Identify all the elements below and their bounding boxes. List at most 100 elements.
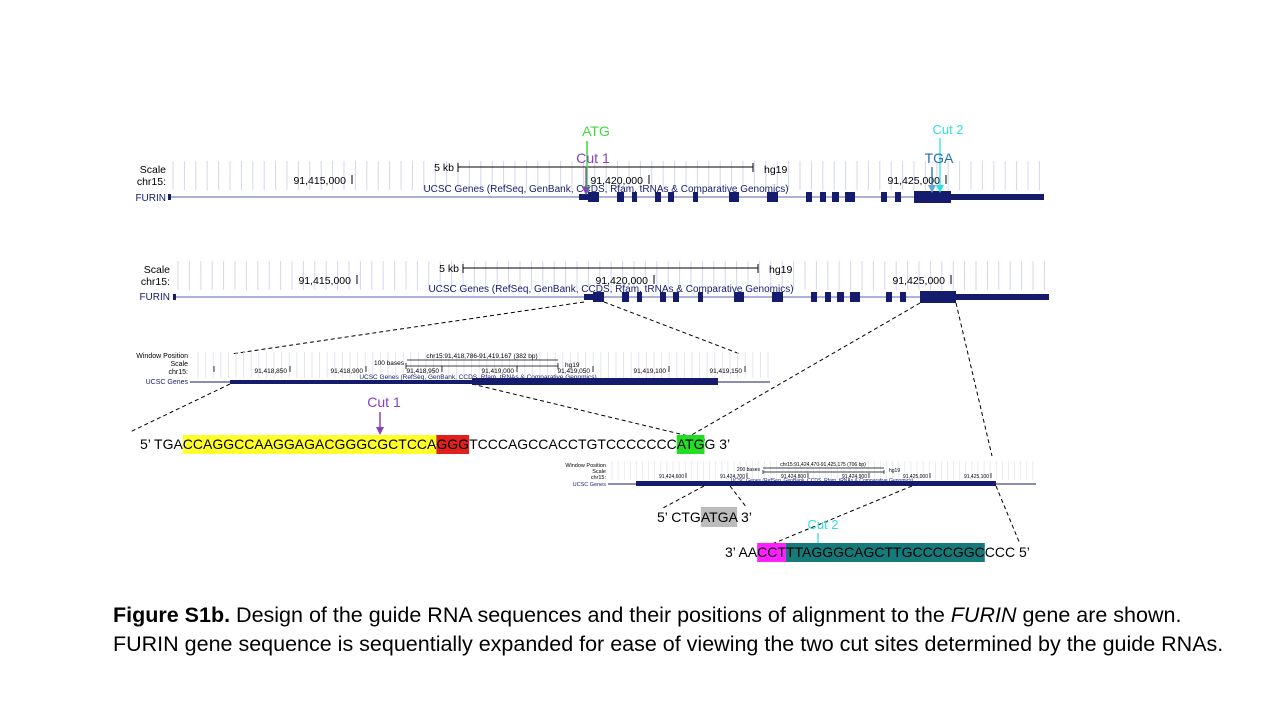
stop-codon-text: ATGA: [701, 509, 739, 525]
tick-label: 91,425,000: [887, 175, 940, 187]
seq2-prefix: 5’ CTG: [657, 509, 701, 525]
tick-label: 91,420,000: [590, 175, 643, 187]
caption-text-2: gene are shown. FURIN gene sequence is s…: [113, 603, 1224, 656]
track-title: UCSC Genes (RefSeq, GenBank, CCDS, Rfam,…: [423, 184, 788, 195]
chr-label: chr15:: [141, 276, 170, 288]
scale-bar: [457, 163, 754, 172]
scale-label: Scale: [140, 164, 166, 176]
tick-label: 91,425,100: [964, 474, 989, 480]
tick-label: 91,419,150: [709, 368, 742, 375]
chr-label: chr15:: [591, 475, 607, 481]
guide1-sequence: 5’ TGACCAGGCCAAGGAGACGGGCGCTCCAGGGTCCCAG…: [140, 435, 730, 454]
stop-codon-highlight: [700, 507, 738, 527]
start-codon-highlight: [676, 435, 705, 454]
caption-gene-name: FURIN: [950, 603, 1017, 627]
cut1-seq-label: Cut 1: [367, 394, 401, 410]
gene-track-label: UCSC Genes: [146, 379, 189, 386]
track-title: UCSC Genes (RefSeq, GenBank, CCDS, Rfam,…: [428, 284, 793, 295]
pam2-highlight: [757, 543, 786, 562]
gene-model: [168, 191, 1044, 203]
ruler-grid: [197, 352, 769, 378]
ruler-grid: [172, 161, 1040, 190]
start-codon-text: ATG: [677, 436, 705, 452]
tick-label: 91,419,100: [633, 368, 666, 375]
seq3-suffix: CCC 5’: [985, 544, 1030, 560]
cut1-label: Cut 1: [576, 150, 610, 166]
tick-label: 91,424,700: [720, 474, 745, 480]
gene-model: [190, 378, 770, 385]
guide2-text: TTAGGGCAGCTTGCCCCGGC: [786, 544, 985, 560]
tick-label: 91,425,000: [892, 275, 945, 287]
cut1-zoom-marker: Cut 1: [367, 394, 401, 435]
caption-figure-number: Figure S1b.: [113, 603, 231, 627]
tick-label: 91,419,000: [481, 368, 514, 375]
svg-text:5’ CTGATGA 3’: 5’ CTGATGA 3’: [657, 509, 752, 525]
seq2-suffix: 3’: [737, 509, 752, 525]
window-position-label: Window Position: [136, 353, 188, 360]
ruler-grid: [611, 461, 1034, 480]
caption-text-1: Design of the guide RNA sequences and th…: [230, 603, 951, 627]
atg-label: ATG: [582, 123, 610, 139]
figure-caption: Figure S1b. Design of the guide RNA sequ…: [113, 601, 1243, 659]
seq3-prefix: 3’ AA: [725, 544, 758, 560]
gene-label: FURIN: [139, 292, 170, 303]
browser-top: Scale chr15: FURIN 5 kb hg19 91,415,000 …: [135, 161, 1044, 204]
scale-bar: [462, 264, 759, 273]
tga-marker: TGA: [925, 150, 954, 193]
scale-bar: [762, 470, 885, 474]
cut1-marker: Cut 1: [576, 150, 610, 195]
browser-mid: Scale chr15: FURIN 5 kb hg19 91,415,000 …: [139, 261, 1049, 303]
pam2-text: CCT: [757, 544, 786, 560]
cut2-seq-label: Cut 2: [807, 517, 838, 532]
tga-label: TGA: [925, 150, 954, 166]
gene-model: [608, 481, 1036, 486]
cut2-label: Cut 2: [932, 122, 963, 137]
browser-zoom-left: Window Position Scale chr15: UCSC Genes …: [136, 352, 770, 386]
scale-label: Scale: [170, 361, 188, 368]
gene-label: FURIN: [135, 193, 166, 204]
tick-label: 91,415,000: [298, 275, 351, 287]
tick-label: 91,420,000: [595, 275, 648, 287]
window-position: chr15:91,418,786-91,419,167 (382 bp): [426, 353, 537, 360]
scale-bar-label: 5 kb: [434, 162, 454, 174]
assembly-label: hg19: [769, 264, 793, 276]
assembly-label: hg19: [889, 468, 900, 474]
scale-bar-label: 200 bases: [737, 467, 761, 473]
tick-label: 91,419,050: [557, 368, 590, 375]
assembly-label: hg19: [764, 164, 788, 176]
scale-label: Scale: [592, 469, 606, 475]
seq1-prefix: 5’ TGA: [140, 436, 183, 452]
tick-label: 91,424,900: [842, 474, 867, 480]
tick-label: 91,418,850: [254, 368, 287, 375]
seq1-middle: TCCCAGCCACCTGTCCCCCCC: [469, 436, 677, 452]
svg-text:5’ TGACCAGGCCAAGGAGACGGGCGCTCC: 5’ TGACCAGGCCAAGGAGACGGGCGCTCCAGGGTCCCAG…: [140, 436, 730, 452]
guide1-highlight: [182, 435, 437, 454]
zoom-connectors: [129, 301, 1021, 545]
scale-bar: [405, 363, 559, 369]
guide1-text: CCAGGCCAAGGAGACGGGCGCTCCA: [183, 436, 437, 452]
scale-bar-label: 5 kb: [439, 263, 459, 275]
guide2-sequence: 3’ AACCTTTAGGGCAGCTTGCCCCGGCCCC 5’: [725, 543, 1030, 562]
tick-label: 91,415,000: [293, 175, 346, 187]
scale-label: Scale: [144, 264, 170, 276]
gene-model: [173, 291, 1049, 303]
pam1-text: GGG: [436, 436, 469, 452]
scale-bar-label: 100 bases: [374, 360, 405, 367]
seq1-suffix: G 3’: [704, 436, 730, 452]
tick-label: 91,425,000: [903, 474, 928, 480]
gene-track-label: UCSC Genes: [573, 482, 607, 488]
tick-label: 91,424,600: [659, 474, 684, 480]
pam1-highlight: [436, 435, 470, 454]
stop-sequence: 5’ CTGATGA 3’: [657, 507, 752, 527]
window-position: chr15:91,424,470-91,425,175 (706 bp): [780, 462, 866, 468]
chr-label: chr15:: [169, 369, 189, 376]
guide2-highlight: [785, 543, 985, 562]
chr-label: chr15:: [137, 176, 166, 188]
tick-label: 91,424,800: [781, 474, 806, 480]
tick-label: 91,418,950: [406, 368, 439, 375]
browser-zoom-right: Window Position Scale chr15: UCSC Genes …: [565, 461, 1036, 488]
svg-text:3’ AACCTTTAGGGCAGCTTGCCCCGGCCC: 3’ AACCTTTAGGGCAGCTTGCCCCGGCCCC 5’: [725, 544, 1030, 560]
track-title: UCSC Genes (RefSeq, GenBank, CCDS, Rfam,…: [359, 374, 596, 381]
assembly-label: hg19: [565, 362, 580, 369]
